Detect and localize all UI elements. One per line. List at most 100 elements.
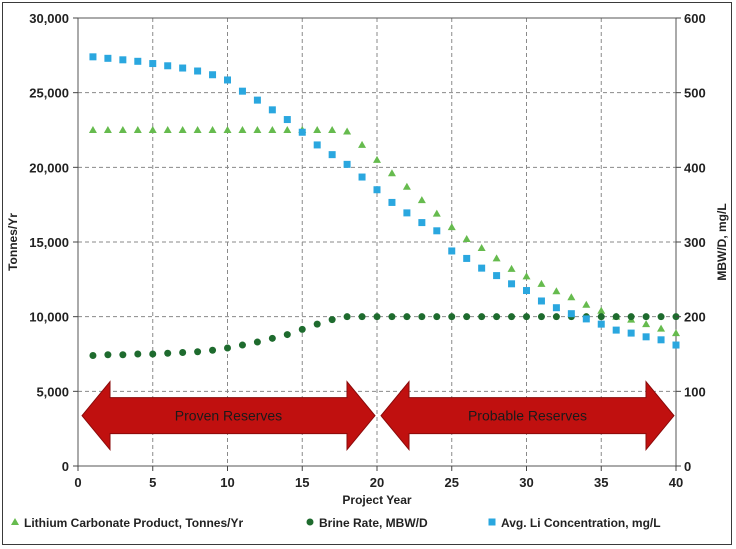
- brine-rate-point: [597, 313, 605, 321]
- lithium-product-point: [223, 126, 232, 133]
- li-concentration-point: [149, 60, 157, 68]
- y-tick-label: 10,000: [29, 310, 69, 325]
- li-concentration-point: [523, 287, 530, 295]
- brine-rate-point: [657, 313, 665, 321]
- y2-axis-title: MBW/D, mg/L: [715, 203, 729, 280]
- li-concentration-point: [552, 304, 560, 312]
- li-concentration-point: [343, 160, 351, 168]
- brine-rate-point: [448, 313, 456, 321]
- lithium-product-point: [313, 126, 322, 133]
- data-points: [88, 53, 680, 359]
- lithium-product-point: [387, 169, 396, 177]
- legend-label: Brine Rate, MBW/D: [319, 516, 428, 530]
- lithium-product-point: [238, 126, 247, 133]
- y-tick-label: 30,000: [29, 11, 69, 26]
- lithium-product-point: [193, 126, 202, 133]
- brine-rate-point: [627, 313, 635, 321]
- lithium-product-point: [253, 126, 262, 133]
- li-concentration-point: [612, 326, 620, 334]
- li-concentration-point: [283, 116, 291, 124]
- li-concentration-point: [253, 96, 261, 104]
- brine-rate-point: [134, 350, 142, 358]
- brine-rate-point: [164, 349, 172, 357]
- brine-rate-point: [238, 341, 246, 349]
- y2-tick-label: 500: [684, 86, 706, 101]
- y-tick-label: 15,000: [29, 235, 69, 250]
- li-concentration-point: [238, 87, 246, 95]
- li-concentration-point: [627, 329, 635, 337]
- brine-rate-point: [268, 334, 276, 342]
- li-concentration-point: [582, 315, 590, 323]
- lithium-product-point: [208, 126, 217, 133]
- x-tick-label: 20: [370, 475, 384, 490]
- x-tick-label: 5: [149, 475, 156, 490]
- y2-axis-ticks: 0 100 200 300 400 500 600: [676, 11, 706, 474]
- x-axis-title: Project Year: [342, 493, 411, 507]
- lithium-product-point: [402, 182, 411, 190]
- li-concentration-point: [508, 280, 516, 288]
- x-axis-ticks: 0 5 10 15 20 25 30 35 40: [74, 466, 683, 490]
- brine-rate-point: [149, 350, 157, 358]
- li-concentration-point: [328, 151, 336, 159]
- li-concentration-point: [313, 141, 321, 149]
- lithium-product-point: [268, 126, 277, 133]
- li-concentration-point: [89, 53, 97, 61]
- li-concentration-point: [194, 67, 202, 75]
- brine-rate-point: [523, 313, 530, 321]
- lithium-product-point: [283, 126, 292, 133]
- y-tick-label: 0: [62, 459, 69, 474]
- brine-rate-point: [388, 313, 396, 321]
- li-concentration-point: [119, 56, 127, 64]
- y2-tick-label: 200: [684, 310, 706, 325]
- li-concentration-point: [224, 76, 231, 84]
- lithium-product-point: [118, 126, 127, 133]
- li-concentration-point: [642, 333, 650, 341]
- lithium-product-point: [358, 140, 367, 148]
- lithium-product-point: [507, 264, 516, 272]
- lithium-product-point: [163, 126, 172, 133]
- brine-rate-point: [552, 313, 560, 321]
- brine-rate-point: [253, 338, 261, 346]
- li-concentration-point: [597, 320, 605, 328]
- li-concentration-point: [358, 173, 366, 181]
- lithium-product-point: [522, 272, 531, 280]
- li-concentration-point: [268, 106, 276, 114]
- brine-rate-point: [358, 313, 366, 321]
- li-concentration-point: [493, 272, 501, 280]
- legend-circle-icon: [306, 518, 314, 526]
- brine-rate-point: [418, 313, 426, 321]
- li-concentration-point: [567, 310, 575, 318]
- lithium-product-point: [642, 320, 651, 328]
- lithium-product-point: [103, 126, 112, 133]
- brine-rate-point: [89, 351, 97, 359]
- li-concentration-point: [463, 254, 471, 262]
- brine-rate-point: [119, 351, 127, 359]
- reserve-bands: Proven Reserves Probable Reserves: [81, 380, 675, 452]
- li-concentration-point: [298, 128, 306, 136]
- lithium-product-point: [462, 235, 471, 243]
- li-concentration-point: [179, 64, 187, 72]
- reserve-label: Probable Reserves: [468, 408, 587, 424]
- li-concentration-point: [388, 198, 396, 206]
- brine-rate-point: [403, 313, 411, 321]
- legend: Lithium Carbonate Product, Tonnes/Yr Brin…: [11, 516, 661, 530]
- lithium-product-point: [178, 126, 187, 133]
- lithium-product-point: [582, 300, 591, 308]
- y-tick-label: 5,000: [36, 384, 69, 399]
- brine-rate-point: [537, 313, 545, 321]
- y2-tick-label: 600: [684, 11, 706, 26]
- y-tick-label: 20,000: [29, 160, 69, 175]
- brine-rate-point: [642, 313, 650, 321]
- x-tick-label: 25: [445, 475, 459, 490]
- lithium-product-point: [672, 329, 680, 337]
- x-tick-label: 0: [74, 475, 81, 490]
- brine-rate-point: [224, 344, 231, 352]
- brine-rate-point: [209, 346, 217, 354]
- li-concentration-point: [209, 71, 217, 79]
- legend-triangle-icon: [11, 518, 19, 525]
- brine-rate-point: [433, 313, 441, 321]
- brine-rate-point: [478, 313, 486, 321]
- x-tick-label: 35: [594, 475, 608, 490]
- lithium-product-point: [597, 306, 606, 314]
